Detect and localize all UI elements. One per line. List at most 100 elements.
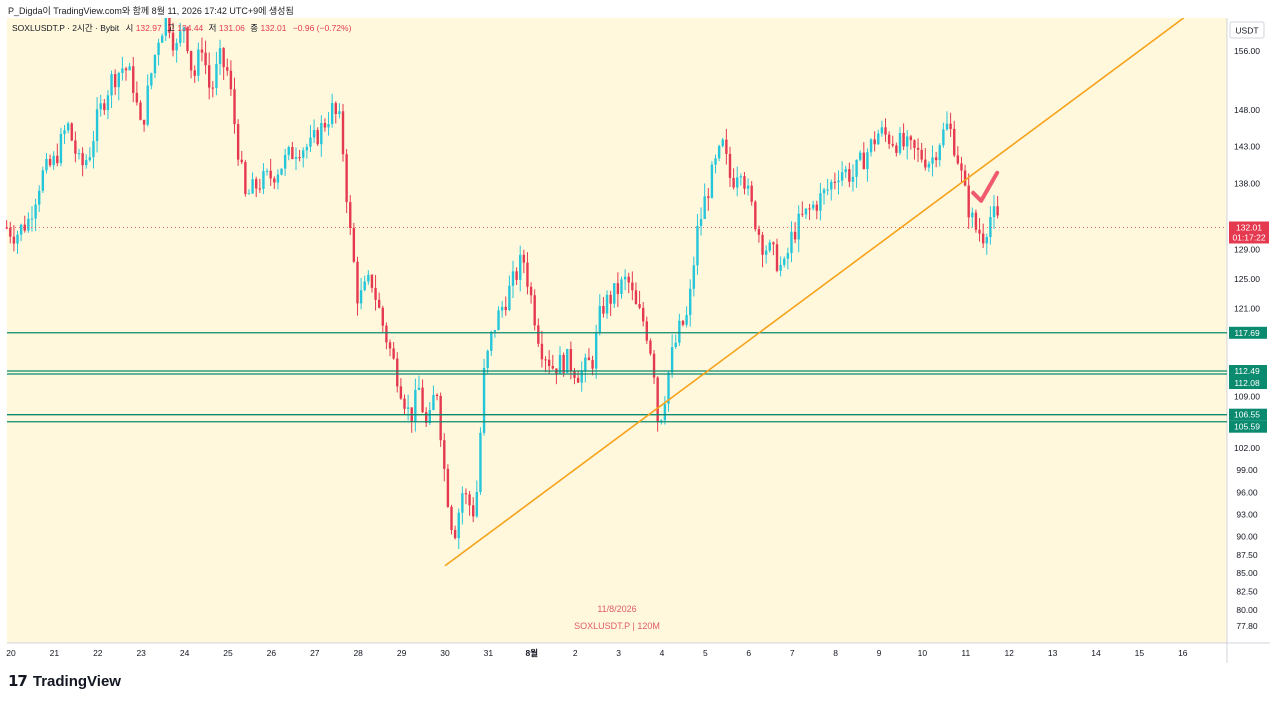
candle-body bbox=[537, 325, 540, 344]
candle-body bbox=[334, 103, 337, 115]
candle-body bbox=[978, 229, 981, 234]
time-tick-label: 7 bbox=[790, 648, 795, 658]
candle-body bbox=[142, 119, 146, 125]
candle-body bbox=[656, 377, 659, 423]
candle-body bbox=[38, 190, 41, 205]
candle-body bbox=[540, 343, 544, 360]
currency-label[interactable]: USDT bbox=[1235, 26, 1258, 36]
price-tick-label: 109.00 bbox=[1234, 392, 1260, 402]
time-tick-label: 8 bbox=[833, 648, 838, 658]
candle-body bbox=[967, 185, 970, 218]
candle-body bbox=[992, 206, 996, 218]
candle-body bbox=[283, 154, 287, 169]
candle-body bbox=[707, 196, 710, 198]
candle-body bbox=[255, 179, 258, 189]
time-scale[interactable] bbox=[7, 643, 1270, 663]
currency-button[interactable] bbox=[1229, 21, 1265, 39]
candle-body bbox=[754, 201, 757, 230]
candle-body bbox=[670, 347, 674, 373]
candle-body bbox=[226, 67, 229, 71]
candle-body bbox=[81, 153, 84, 166]
time-tick-label: 11 bbox=[961, 648, 970, 658]
candle-body bbox=[276, 174, 280, 183]
candle-body bbox=[124, 68, 128, 71]
price-chart[interactable]: 77.80 80.00 82.50 85.00 87.50 90.00 93.00 96.00… bbox=[0, 18, 1280, 668]
snapshot-header: P_Digda이 TradingView.com와 함께 8월 11, 2026… bbox=[0, 0, 1280, 18]
time-tick-label: 5 bbox=[703, 648, 708, 658]
candle-body bbox=[725, 139, 728, 154]
tradingview-logo[interactable]: ⁠𝟭𝟳 TradingView bbox=[8, 672, 121, 690]
candle-body bbox=[761, 234, 764, 255]
candle-body bbox=[247, 193, 251, 195]
candle-body bbox=[370, 274, 374, 288]
price-tick-label: 80.00 bbox=[1236, 605, 1258, 615]
brand-name: TradingView bbox=[32, 673, 121, 690]
candle-body bbox=[956, 155, 960, 164]
time-tick-label: 16 bbox=[1178, 648, 1188, 658]
candle-body bbox=[869, 139, 873, 153]
time-ticks: 20 21 22 23 24 25 26 27 28 29 30 31 8월 2 3 4 5 6 7 8 9 10 11 12… bbox=[6, 648, 1188, 658]
candle-body bbox=[121, 68, 124, 73]
candle-body bbox=[179, 31, 182, 44]
legend-high-label: 고 bbox=[167, 23, 175, 33]
candle-body bbox=[696, 225, 699, 266]
legend-low-value: 131.06 bbox=[219, 23, 245, 33]
candle-body bbox=[66, 123, 70, 131]
candle-body bbox=[367, 274, 370, 282]
candle-body bbox=[739, 176, 743, 178]
candle-body bbox=[392, 348, 395, 359]
candle-body bbox=[150, 73, 153, 86]
candle-body bbox=[56, 155, 59, 164]
candle-body bbox=[562, 354, 565, 373]
candle-body bbox=[811, 204, 815, 209]
candle-body bbox=[92, 141, 95, 158]
candle-body bbox=[233, 89, 236, 125]
candle-body bbox=[132, 66, 135, 93]
candle-body bbox=[424, 412, 428, 424]
candle-body bbox=[211, 87, 215, 89]
candle-body bbox=[160, 35, 164, 43]
candle-body bbox=[349, 202, 352, 228]
candle-body bbox=[399, 386, 403, 399]
candle-body bbox=[435, 394, 439, 396]
candle-body bbox=[113, 74, 117, 88]
price-tick-label: 90.00 bbox=[1236, 531, 1258, 541]
time-tick-label: 4 bbox=[660, 648, 665, 658]
candle-body bbox=[920, 149, 923, 160]
candle-body bbox=[981, 233, 985, 244]
candle-body bbox=[27, 218, 30, 231]
candle-body bbox=[862, 152, 866, 170]
candle-body bbox=[490, 331, 493, 351]
candle-body bbox=[5, 227, 8, 229]
price-tick-label: 121.00 bbox=[1234, 303, 1260, 313]
candle-body bbox=[244, 162, 247, 194]
candle-body bbox=[764, 250, 768, 255]
candle-body bbox=[819, 193, 822, 211]
candle-body bbox=[558, 354, 562, 375]
candle-body bbox=[616, 283, 620, 295]
level-price-tag bbox=[1229, 326, 1267, 339]
trendline[interactable] bbox=[444, 18, 1185, 567]
price-tags: 117.69 112.49 112.08 106.55 105.59 132.0101:1… bbox=[1229, 221, 1269, 433]
candle-body bbox=[302, 150, 305, 158]
candle-body bbox=[443, 440, 446, 469]
candle-body bbox=[320, 123, 323, 145]
candle-body bbox=[906, 136, 909, 147]
candle-body bbox=[547, 359, 551, 367]
candle-body bbox=[482, 368, 486, 433]
candle-body bbox=[291, 147, 294, 159]
candle-body bbox=[949, 123, 952, 129]
price-tick-label: 96.00 bbox=[1236, 487, 1258, 497]
candle-body bbox=[52, 155, 55, 166]
candle-body bbox=[479, 432, 482, 492]
candle-body bbox=[884, 127, 887, 135]
legend-high-value: 134.44 bbox=[177, 23, 203, 33]
candle-body bbox=[934, 157, 938, 161]
level-price-label: 106.55 bbox=[1234, 410, 1260, 420]
candle-body bbox=[877, 133, 880, 145]
candle-body bbox=[363, 281, 366, 291]
time-tick-label: 25 bbox=[223, 648, 233, 658]
candle-body bbox=[663, 403, 667, 421]
candle-body bbox=[627, 276, 630, 283]
plot-area[interactable] bbox=[7, 18, 1227, 643]
